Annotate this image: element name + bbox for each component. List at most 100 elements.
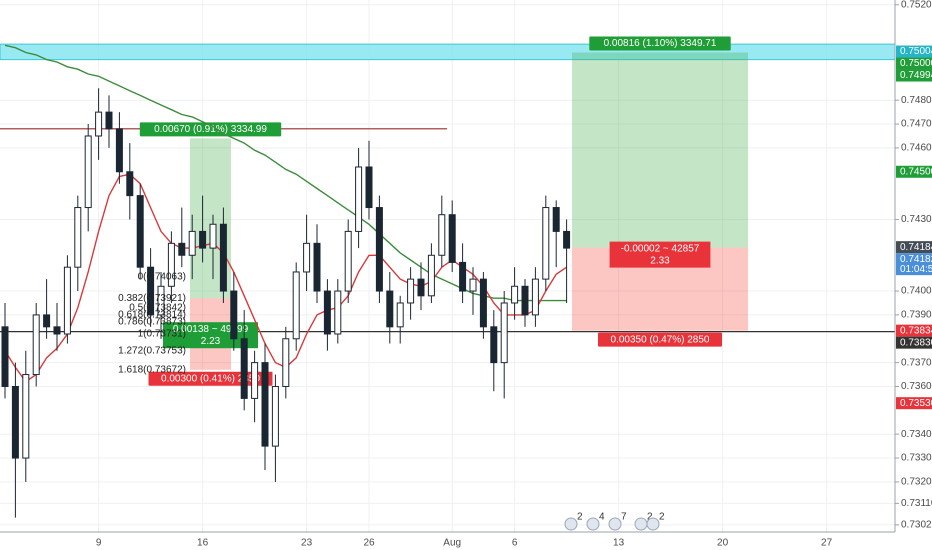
candle-body [53,326,61,335]
candle-body [365,166,373,209]
candle-body [479,278,487,328]
price-badge [896,69,932,82]
event-count: 2 [659,512,665,523]
candle-body [261,362,269,447]
price-badge-label: 0.74994 [900,70,932,81]
candle-body [282,338,290,387]
ratio-label: 2.23 [201,336,221,347]
target-label: 0.00670 (0.91%) 3334.99 [154,124,267,135]
event-icon [646,517,660,531]
x-tick-label: 6 [512,538,518,549]
candle-body [219,223,227,292]
candle-body [199,230,207,249]
stop-label: 0.00350 (0.47%) 2850 [611,334,710,345]
event-count: 4 [599,512,605,523]
countdown: 01:04:51 [900,264,932,275]
candle-body [407,278,415,304]
candle-body [230,290,238,340]
fib-label: 0.618(0.73814) [118,310,186,321]
event-icon [634,517,648,531]
candle-body [355,166,363,232]
candle-body [167,242,175,287]
fib-label: 0.5(0.73842) [129,302,186,313]
fib-label: 1(0.73731) [138,329,186,340]
candle-body [147,266,155,316]
price-badge-label: 0.73834 [900,325,932,336]
candle-body [126,171,134,197]
fib-label: 1.272(0.73753) [118,345,186,356]
event-icon [564,517,578,531]
candle-body [334,290,342,335]
candle-body [22,374,30,459]
fib-label: 0.786(0.73873) [118,317,186,328]
price-badge [896,45,932,58]
price-badge [896,165,932,178]
candle-body [344,230,352,292]
target-zone [572,52,748,248]
target-label-box [589,36,731,51]
price-badge [896,253,932,276]
candle-body [375,207,383,292]
fib-label: 1.618(0.73672) [118,364,186,375]
x-tick-label: 9 [96,538,102,549]
candle-body [95,111,103,137]
candle-body [240,338,248,399]
candle-body [323,290,331,335]
price-badge-label: 0.75004 [900,46,932,57]
candle-body [438,214,446,256]
x-tick-label: 26 [363,538,375,549]
candle-body [500,302,508,364]
event-count: 2 [577,512,583,523]
price-badge [896,324,932,337]
price-badge [896,57,932,70]
ratio-label: 2.33 [650,255,670,266]
pl-label: 0.00138 ~ 49399 [173,324,249,335]
candle-body [271,385,279,447]
candle-body [136,195,144,268]
candle-body [552,207,560,232]
candle-body [32,314,40,376]
event-count: 7 [621,512,627,523]
event-count: 2 [647,512,653,523]
candle-body [105,111,113,130]
candle-body [74,207,82,268]
x-tick-label: Aug [443,538,461,549]
candle-body [417,278,425,297]
candle-body [386,290,394,328]
candle-body [427,254,435,297]
price-badge [896,336,932,349]
x-tick-label: 23 [301,538,313,549]
candle-body [531,278,539,316]
candle-body [490,326,498,364]
target-label-box [139,122,282,137]
price-badge [896,241,932,254]
resistance-zone [0,43,896,61]
candle-body [1,326,9,387]
stop-label: 0.00300 (0.41%) 2850 [161,373,260,384]
pl-box [609,241,711,268]
candle-body [251,362,259,399]
candle-body [84,135,92,209]
candle-body [313,242,321,292]
x-tick-label: 20 [717,538,729,549]
time-axis [0,532,895,550]
fib-label: 0.382(0.73921) [118,293,186,304]
stop-label-box [598,332,722,347]
price-badge-label: 0.73530 [900,398,932,409]
candle-body [209,223,217,249]
candle-body [521,285,529,316]
candle-body [188,230,196,256]
